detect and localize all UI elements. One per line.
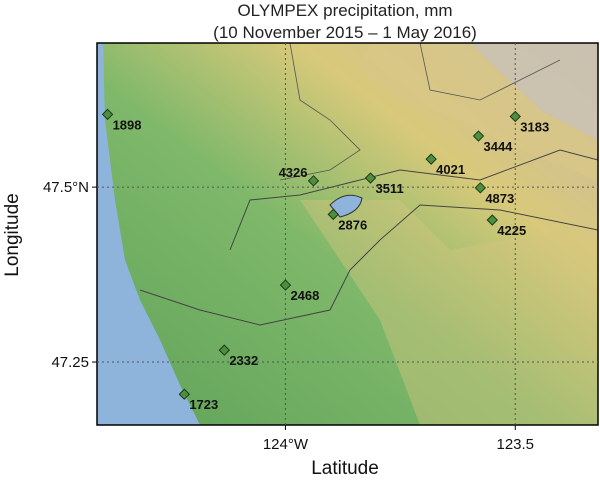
station-marker xyxy=(178,388,191,400)
station-label: 1898 xyxy=(113,117,142,132)
station-marker xyxy=(472,130,485,142)
y-tick-label: 47.25 xyxy=(51,354,89,371)
station-label: 3444 xyxy=(483,139,513,154)
subtitle: (10 November 2015 – 1 May 2016) xyxy=(213,23,477,42)
station-marker xyxy=(364,172,377,184)
x-tick-label: 124°W xyxy=(263,436,309,453)
title: OLYMPEX precipitation, mm xyxy=(237,1,452,20)
station-marker xyxy=(425,153,437,165)
y-axis-label: Longitude xyxy=(2,193,23,276)
station-label: 4021 xyxy=(436,162,465,177)
y-tick-label: 47.5°N xyxy=(43,179,89,196)
station-label: 2332 xyxy=(229,353,258,368)
station-label: 3511 xyxy=(375,181,403,196)
station-label: 1723 xyxy=(189,397,218,412)
station-marker xyxy=(307,175,320,187)
station-label: 4326 xyxy=(279,165,308,180)
station-marker xyxy=(101,108,114,121)
terrain xyxy=(97,43,598,425)
station-label: 2468 xyxy=(290,288,319,303)
station-marker xyxy=(486,214,498,226)
plot-frame xyxy=(96,42,599,426)
station-label: 4225 xyxy=(497,223,526,238)
x-axis-label: Latitude xyxy=(311,458,379,479)
station-marker xyxy=(327,208,339,221)
station-label: 2876 xyxy=(338,217,367,232)
station-label: 4873 xyxy=(485,191,514,206)
station-marker xyxy=(474,182,487,194)
station-label: 3183 xyxy=(520,119,549,134)
station-marker xyxy=(279,279,292,291)
station-marker xyxy=(218,344,231,356)
x-tick-label: 123.5 xyxy=(496,436,534,453)
station-marker xyxy=(509,110,521,123)
